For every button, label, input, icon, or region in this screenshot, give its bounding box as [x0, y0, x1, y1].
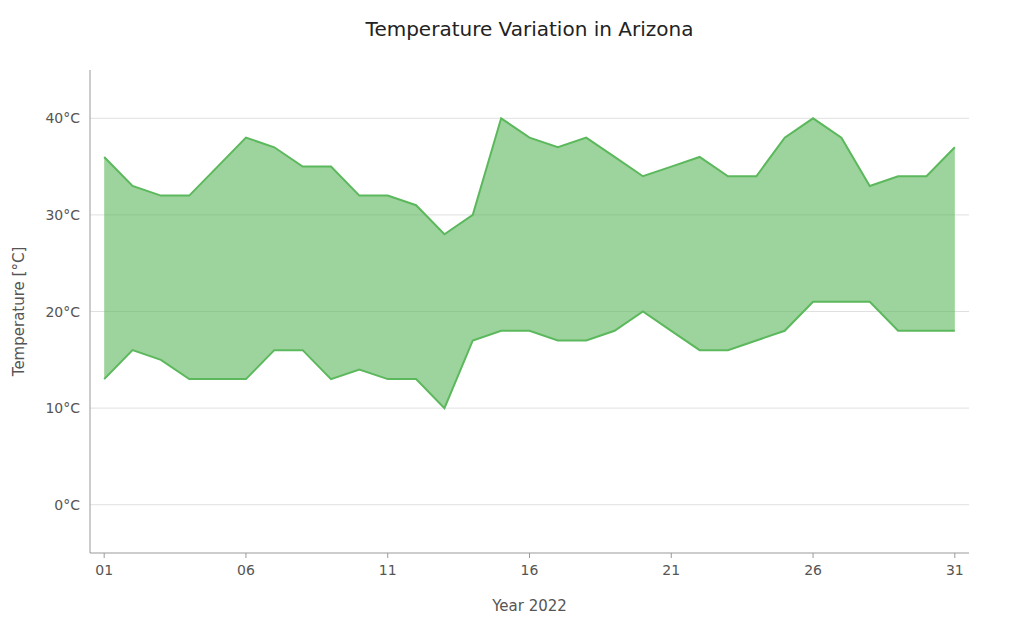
x-tick [104, 553, 105, 558]
grid-line [90, 504, 969, 505]
low-line [104, 302, 955, 408]
x-tick [245, 553, 246, 558]
y-tick-label: 0°C [54, 497, 80, 513]
high-line [104, 118, 955, 234]
plot-area [104, 118, 955, 408]
y-tick-label: 30°C [45, 207, 80, 223]
x-tick [813, 553, 814, 558]
x-axis-label: Year 2022 [491, 597, 567, 615]
x-tick [954, 553, 955, 558]
grid-line [90, 118, 969, 119]
grid-line [90, 408, 969, 409]
y-axis-line [90, 70, 91, 553]
x-tick-label: 01 [95, 562, 113, 578]
x-tick [529, 553, 530, 558]
chart: Temperature Variation in Arizona 0°C 10°C 2… [0, 0, 1009, 633]
grid [90, 118, 969, 504]
x-tick [671, 553, 672, 558]
range-area [104, 118, 955, 408]
x-tick-label: 31 [946, 562, 964, 578]
x-tick-label: 06 [237, 562, 255, 578]
y-tick-label: 20°C [45, 304, 80, 320]
title: Temperature Variation in Arizona [365, 17, 694, 41]
x-tick-label: 11 [379, 562, 397, 578]
y-tick-label: 10°C [45, 400, 80, 416]
y-tick-label: 40°C [45, 110, 80, 126]
x-tick-label: 26 [804, 562, 822, 578]
x-tick [387, 553, 388, 558]
x-tick-label: 21 [662, 562, 680, 578]
x-tick-label: 16 [521, 562, 539, 578]
y-axis-label: Temperature [°C] [10, 247, 28, 377]
